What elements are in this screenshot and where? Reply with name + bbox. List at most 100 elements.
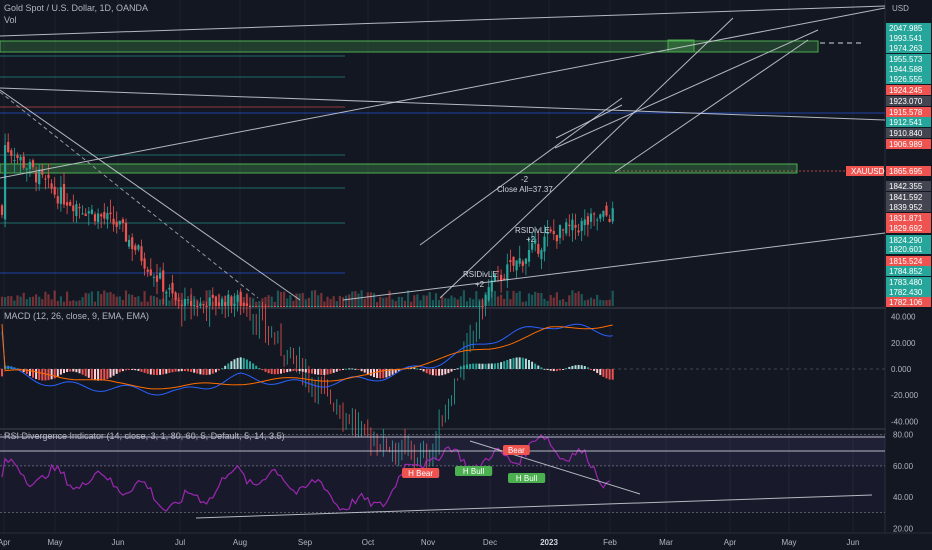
volume-bar xyxy=(506,290,509,306)
rsi-tick: 40.00 xyxy=(893,493,914,502)
candle-body xyxy=(524,258,527,264)
macd-histogram-bar xyxy=(233,359,236,369)
time-tick: May xyxy=(781,538,796,547)
macd-histogram-bar xyxy=(450,369,453,372)
price-label-bg xyxy=(886,23,931,33)
volume-bar xyxy=(403,300,407,306)
rsi-band xyxy=(0,434,885,466)
macd-histogram-bar xyxy=(456,368,459,370)
candle-body xyxy=(66,202,69,206)
macd-histogram-bar xyxy=(500,362,503,369)
candle-body xyxy=(332,306,335,307)
volume-bar xyxy=(44,291,47,306)
candle-body xyxy=(527,249,531,262)
macd-histogram-bar xyxy=(320,369,323,375)
volume-bar xyxy=(428,292,431,306)
volume-bar xyxy=(159,299,162,306)
candle-body xyxy=(481,306,484,307)
rsi-legend: RSI Divergence Indicator (14, close, 3, … xyxy=(4,431,285,441)
candle-body xyxy=(326,306,329,307)
volume-bar xyxy=(53,290,56,306)
volume-bar xyxy=(469,297,472,306)
price-label-bg xyxy=(886,235,931,245)
candle-body xyxy=(456,306,459,307)
candle-body xyxy=(155,275,159,282)
macd-histogram-bar xyxy=(131,369,134,370)
candle-body xyxy=(400,306,403,307)
price-label: 2047.985 xyxy=(889,24,923,33)
volume-bar xyxy=(410,301,413,306)
macd-histogram-bar xyxy=(388,369,391,377)
candle-body xyxy=(518,258,521,264)
volume-bar xyxy=(134,296,137,306)
volume-bar xyxy=(425,295,428,306)
volume-bar xyxy=(372,293,376,306)
volume-bar xyxy=(118,296,121,306)
macd-histogram-bar xyxy=(555,369,558,371)
volume-bar xyxy=(87,293,90,306)
candle-body xyxy=(289,306,292,307)
volume-bar xyxy=(338,295,341,306)
macd-histogram-bar xyxy=(565,368,568,370)
macd-histogram-bar xyxy=(422,369,425,372)
macd-histogram-bar xyxy=(438,369,441,376)
candle-body xyxy=(25,168,28,170)
candle-body xyxy=(221,299,224,306)
macd-histogram-bar xyxy=(156,369,158,376)
volume-bar xyxy=(56,300,59,306)
candle-body xyxy=(611,208,614,222)
macd-histogram-bar xyxy=(190,369,193,372)
macd-histogram-bar xyxy=(484,363,487,369)
macd-histogram-bar xyxy=(298,369,301,372)
macd-histogram-bar xyxy=(431,369,434,376)
macd-histogram-bar xyxy=(506,360,509,369)
candle-body xyxy=(484,295,487,306)
macd-histogram-bar xyxy=(342,369,344,370)
macd-histogram-bar xyxy=(205,369,208,375)
volume-legend: Vol xyxy=(4,15,17,25)
price-label: 1944.588 xyxy=(889,65,923,74)
macd-histogram-bar xyxy=(577,364,580,369)
price-label-bg xyxy=(886,128,931,138)
macd-histogram-bar xyxy=(230,361,233,369)
candle-body xyxy=(239,291,242,306)
macd-histogram-bar xyxy=(332,369,335,373)
volume-bar xyxy=(81,297,84,306)
volume-bar xyxy=(537,292,540,306)
candle-body xyxy=(605,205,608,216)
candle-body xyxy=(602,210,605,217)
macd-histogram-bar xyxy=(391,369,394,375)
macd-panel xyxy=(0,323,885,396)
macd-histogram-bar xyxy=(416,368,419,370)
horizontal-levels xyxy=(0,42,885,274)
macd-histogram-bar xyxy=(270,369,273,374)
volume-bar xyxy=(531,294,534,306)
macd-histogram-bar xyxy=(543,368,546,370)
macd-histogram-bar xyxy=(301,369,304,372)
macd-histogram-bar xyxy=(338,369,341,371)
time-tick: Apr xyxy=(724,538,737,547)
volume-bar xyxy=(301,292,304,306)
h-bull-label: H Bull xyxy=(463,467,485,476)
macd-histogram-bar xyxy=(317,369,320,375)
macd-histogram-bar xyxy=(283,369,286,373)
volume-bar xyxy=(332,296,335,306)
volume-bar xyxy=(10,296,13,306)
trendlines[interactable] xyxy=(0,5,886,301)
time-tick: Nov xyxy=(421,538,435,547)
price-label-bg xyxy=(886,96,931,106)
candle-body xyxy=(388,306,391,307)
volume-bar xyxy=(509,299,512,306)
price-label: 1906.989 xyxy=(889,140,923,149)
macd-histogram-bar xyxy=(174,369,177,372)
macd-histogram-bar xyxy=(118,369,121,373)
candle-body xyxy=(35,172,38,183)
macd-histogram-bar xyxy=(152,369,155,375)
volume-bar xyxy=(400,297,403,306)
candle-body xyxy=(10,150,13,156)
candle-body xyxy=(537,244,540,254)
macd-histogram-bar xyxy=(447,369,450,374)
candle-body xyxy=(59,187,62,204)
price-label-bg xyxy=(886,33,931,43)
